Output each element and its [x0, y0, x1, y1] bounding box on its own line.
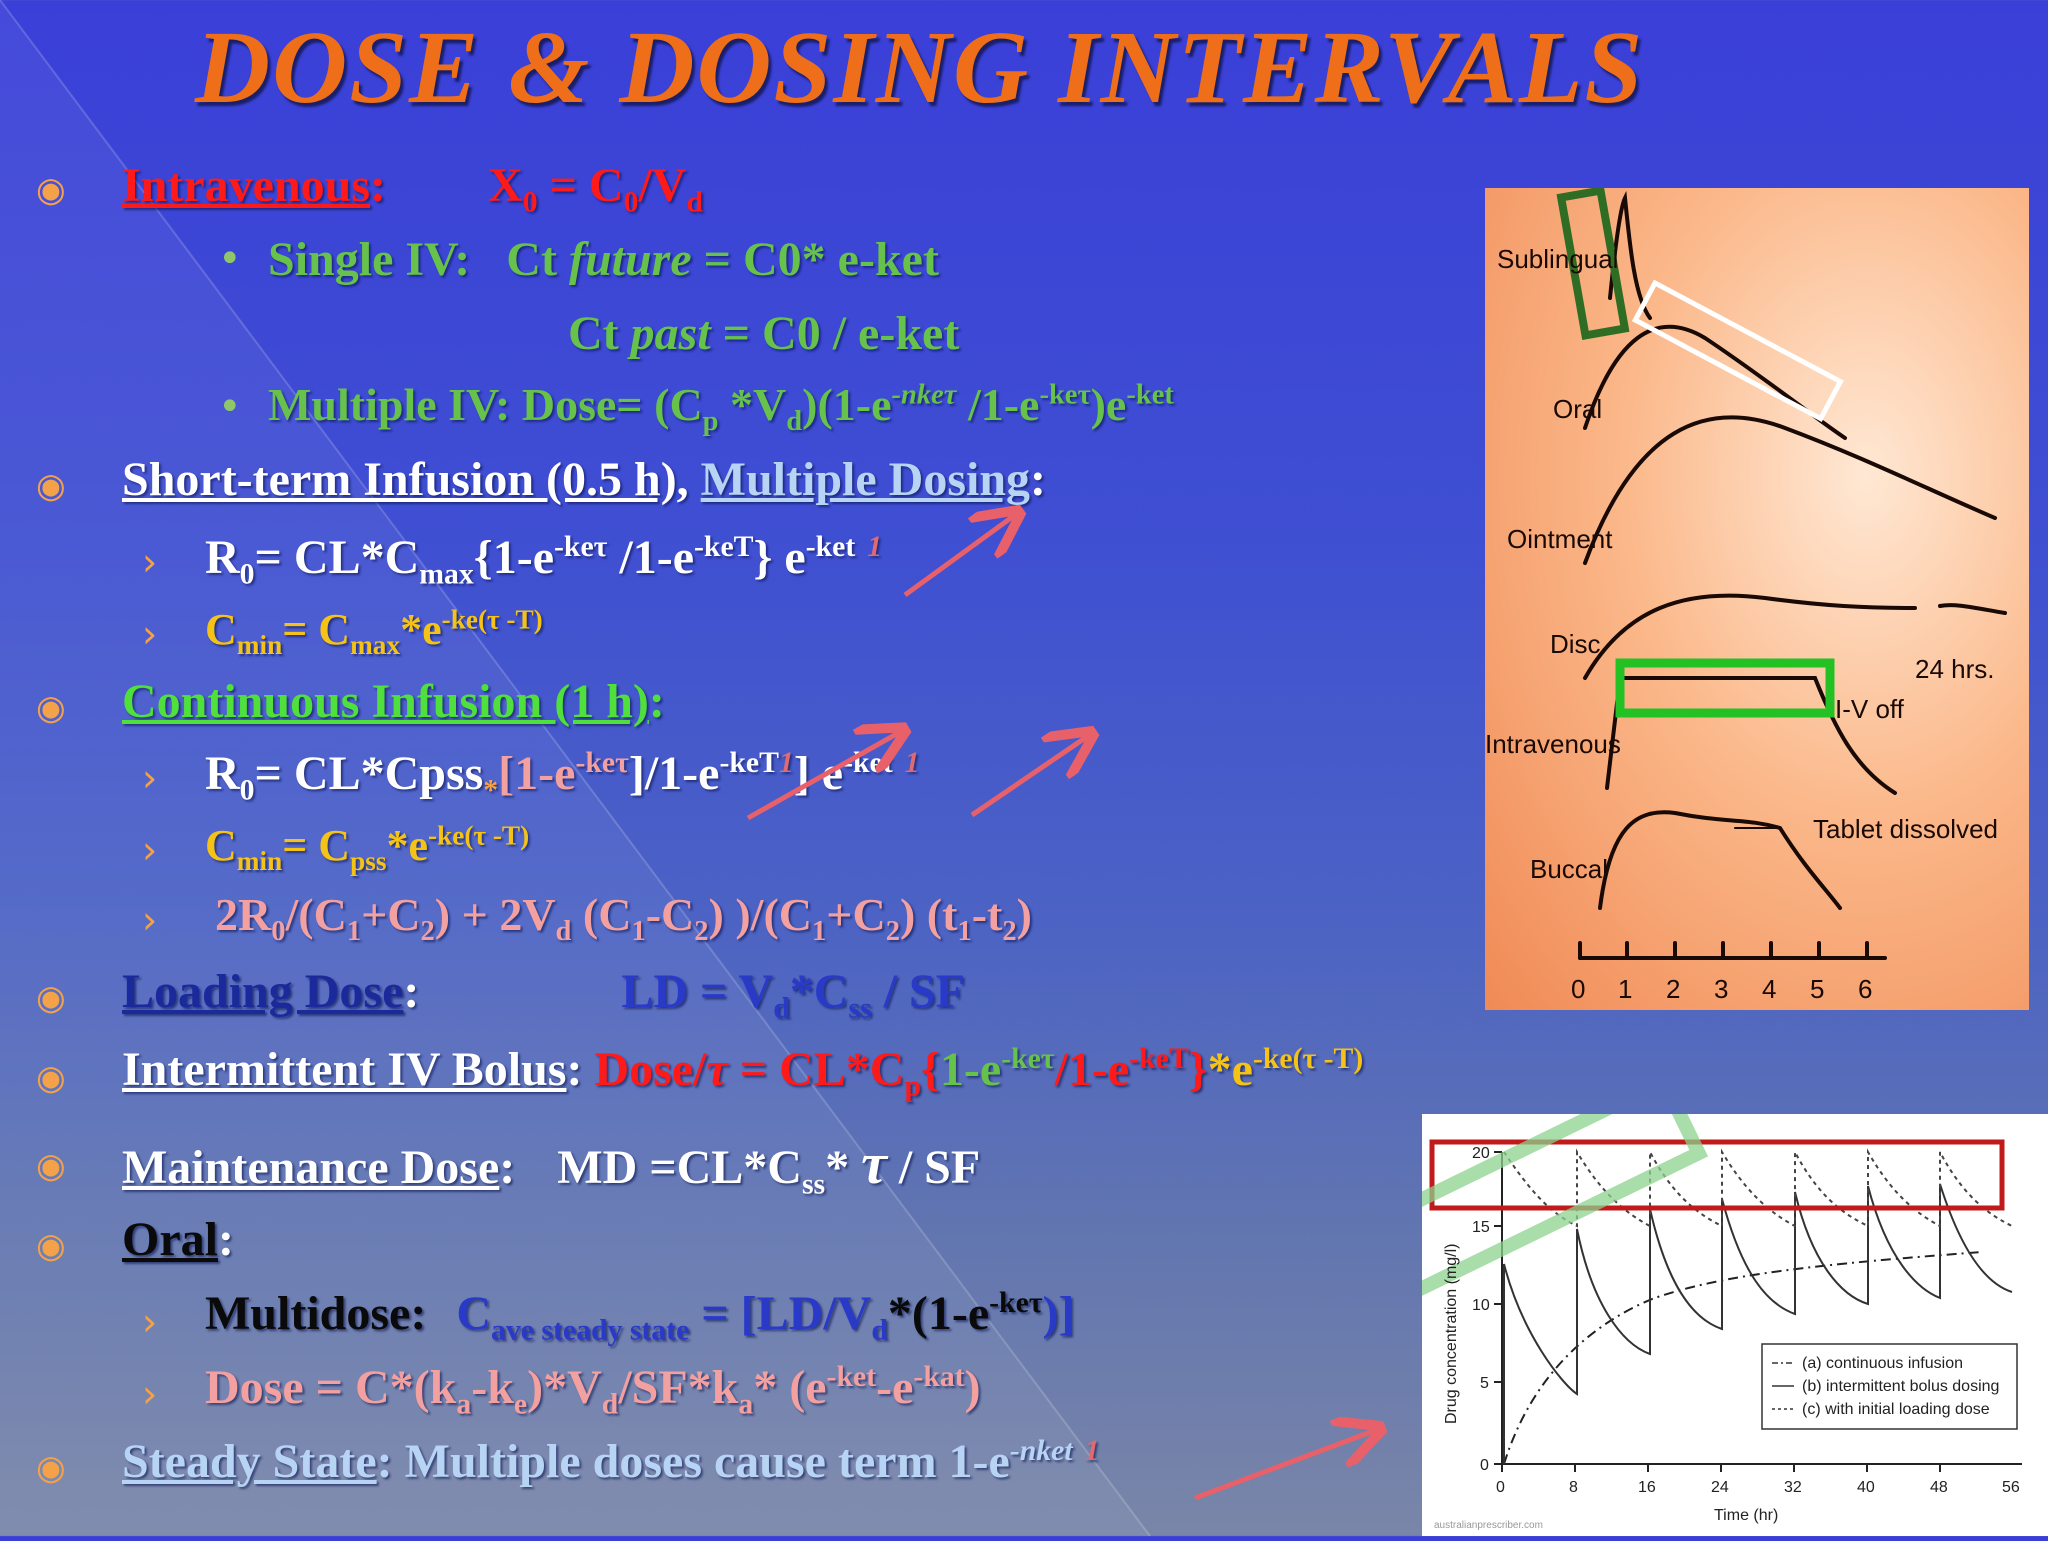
x-tick-0: 0: [1496, 1479, 1505, 1496]
chevron-right-icon: ›: [142, 898, 158, 942]
tick-0: 0: [1571, 974, 1585, 1004]
x-tick-8: 8: [1569, 1479, 1578, 1496]
continuous-infusion-line: Continuous Infusion (1 h):: [122, 675, 665, 728]
oral-dose-line: Dose = C*(ka-ke)*Vd/SF*ka* (e-ket-e-kat): [205, 1360, 981, 1421]
label-sublingual: Sublingual: [1497, 244, 1618, 274]
tick-5: 5: [1810, 974, 1824, 1004]
short-term-infusion-line: Short-term Infusion (0.5 h), Multiple Do…: [122, 453, 1047, 506]
circle-bullet-icon: ◉: [36, 1146, 66, 1186]
slide-title: DOSE & DOSING INTERVALS: [195, 10, 1645, 125]
legend-c: (c) with initial loading dose: [1802, 1401, 1990, 1418]
tick-6: 6: [1858, 974, 1872, 1004]
maintenance-dose-line: Maintenance Dose: MD =CL*Css* τ / SF: [122, 1131, 981, 1201]
x-tick-16: 16: [1638, 1479, 1656, 1496]
legend-b: (b) intermittent bolus dosing: [1802, 1378, 1999, 1395]
label-oral: Oral: [1553, 394, 1602, 424]
circle-bullet-icon: ◉: [36, 1448, 66, 1488]
tick-1: 1: [1618, 974, 1632, 1004]
label-intravenous: Intravenous: [1485, 729, 1621, 759]
sublingual-highlight-box: [1556, 185, 1630, 341]
y-tick-15: 15: [1472, 1219, 1490, 1236]
y-tick-5: 5: [1480, 1375, 1489, 1392]
y-axis-label: Drug concentration (mg/l): [1443, 1243, 1460, 1424]
multidose-line: Multidose: Cave steady state = [LD/Vd*(1…: [205, 1286, 1075, 1347]
credit: australianprescriber.com: [1434, 1520, 1543, 1531]
r0-short-line: R0= CL*Cmax{1-e-keτ /1-e-keT} e-ket 1: [205, 530, 883, 591]
y-tick-0: 0: [1480, 1457, 1489, 1474]
circle-bullet-icon: ◉: [36, 1058, 66, 1098]
label-ointment: Ointment: [1507, 524, 1613, 554]
loading-dose-line: Loading Dose: LD = Vd*Css / SF: [122, 965, 965, 1025]
two-point-formula-line: 2R0/(C1+C2) + 2Vd (C1-C2) )/(C1+C2) (t1-…: [215, 889, 1032, 948]
chevron-right-icon: ›: [142, 828, 158, 872]
arrow-4: [1194, 1430, 1376, 1501]
cmin-short-line: Cmin= Cmax*e-ke(τ -T): [205, 604, 543, 660]
circle-bullet-icon: ◉: [36, 978, 66, 1018]
x-tick-24: 24: [1711, 1479, 1729, 1496]
legend-a: (a) continuous infusion: [1802, 1355, 1963, 1372]
note-iv-off: I-V off: [1835, 694, 1905, 724]
circle-bullet-icon: ◉: [36, 1226, 66, 1266]
circle-bullet-icon: ◉: [36, 466, 66, 506]
oral-highlight-box: [1631, 279, 1844, 423]
chevron-right-icon: ›: [142, 612, 158, 656]
dot-bullet-icon: •: [218, 384, 242, 430]
x-tick-40: 40: [1857, 1479, 1875, 1496]
circle-bullet-icon: ◉: [36, 688, 66, 728]
cmin-continuous-line: Cmin= Cpss*e-ke(τ -T): [205, 820, 530, 876]
circle-bullet-icon: ◉: [36, 170, 66, 210]
legend-box: [1761, 1343, 2018, 1430]
dot-bullet-icon: •: [218, 236, 242, 282]
tick-3: 3: [1714, 974, 1728, 1004]
chevron-right-icon: ›: [142, 756, 158, 800]
note-24hrs: 24 hrs.: [1915, 654, 1995, 684]
tick-2: 2: [1666, 974, 1680, 1004]
iv-highlight-box: [1615, 658, 1835, 718]
route-curves-image: Sublingual Oral Ointment Disc Intravenou…: [1485, 185, 2029, 1010]
arrow-1: [903, 515, 1015, 598]
chevron-right-icon: ›: [142, 1300, 158, 1344]
x-tick-48: 48: [1930, 1479, 1948, 1496]
arrow-3: [970, 736, 1088, 818]
y-tick-20: 20: [1472, 1145, 1490, 1162]
oral-line: Oral:: [122, 1213, 234, 1266]
chevron-right-icon: ›: [142, 1372, 158, 1416]
label-buccal: Buccal: [1530, 854, 1608, 884]
x-axis-label: Time (hr): [1714, 1507, 1778, 1524]
tick-4: 4: [1762, 974, 1776, 1004]
top-red-highlight-box: [1429, 1139, 2005, 1211]
intravenous-line: Intravenous: X0 = C0/Vd: [122, 159, 704, 219]
ct-past-line: Ct past = C0 / e-ket: [568, 307, 960, 360]
label-disc: Disc: [1550, 629, 1601, 659]
y-tick-10: 10: [1472, 1297, 1490, 1314]
multiple-iv-line: Multiple IV: Dose= (Cp *Vd)(1-e-nkeτ /1-…: [268, 379, 1174, 438]
intermittent-iv-line: Intermittent IV Bolus: Dose/τ = CL*Cp{1-…: [122, 1042, 1364, 1103]
dosing-plot-image: (a) continuous infusion (b) intermittent…: [1357, 1071, 2048, 1536]
x-tick-32: 32: [1784, 1479, 1802, 1496]
r0-continuous-line: R0= CL*Cpss*[1-e-keτ]/1-e-keT1] e-ket 1: [205, 746, 920, 807]
x-tick-56: 56: [2002, 1479, 2020, 1496]
single-iv-line: Single IV: Ct future = C0* e-ket: [268, 233, 939, 286]
chevron-right-icon: ›: [142, 540, 158, 584]
note-tablet: Tablet dissolved: [1813, 814, 1998, 844]
steady-state-line: Steady State: Multiple doses cause term …: [122, 1434, 1100, 1488]
